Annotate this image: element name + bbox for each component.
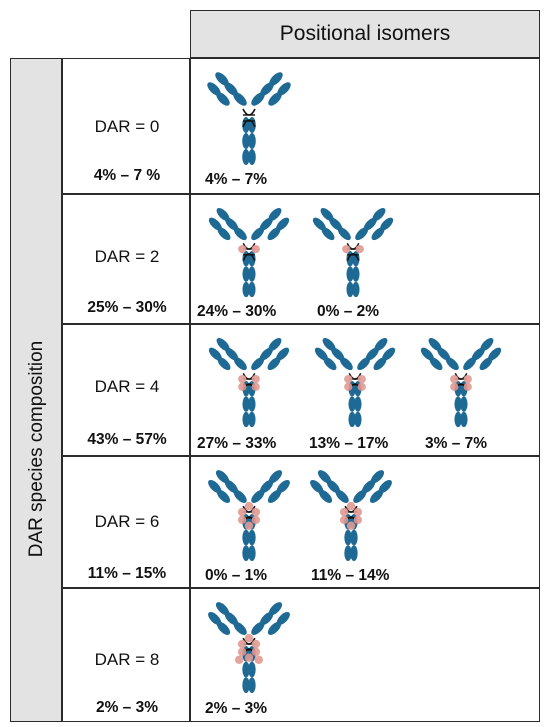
dar-range: 25% – 30% (87, 299, 167, 316)
dar-range: 2% – 3% (95, 699, 159, 716)
isomer-range: 3% – 7% (425, 435, 488, 452)
row-header: DAR species composition (10, 58, 62, 722)
antibody-icon (208, 470, 290, 562)
antibody-icon (312, 208, 394, 298)
dar-range: 4% – 7 % (93, 167, 161, 184)
dar-cell-0: DAR = 0 4% – 7 % (62, 58, 190, 194)
isomer-cell-4: 2% – 3% (190, 588, 540, 722)
isomer-range: 0% – 1% (205, 567, 268, 584)
dar-cell-2: DAR = 4 43% – 57% (62, 324, 190, 456)
dar-cell-4: DAR = 8 2% – 3% (62, 588, 190, 722)
dar-label: DAR = 4 (94, 377, 160, 396)
isomer-cell-3: 0% – 1% 11% – 14% (190, 456, 540, 588)
dar-label: DAR = 6 (94, 512, 160, 531)
antibody-icon (207, 72, 291, 165)
isomer-range: 0% – 2% (317, 303, 380, 320)
column-header: Positional isomers (190, 10, 540, 58)
antibody-icon (208, 602, 290, 694)
header-title: Positional isomers (279, 22, 451, 45)
side-label: DAR species composition (26, 340, 47, 558)
antibody-icon (208, 208, 290, 298)
isomer-range: 13% – 17% (309, 435, 389, 452)
antibody-icon (310, 470, 392, 562)
dar-cell-1: DAR = 2 25% – 30% (62, 194, 190, 324)
isomer-cell-1: 24% – 30% 0% – 2% (190, 194, 540, 324)
dar-label: DAR = 2 (94, 247, 160, 266)
isomer-range: 4% – 7% (205, 171, 268, 188)
antibody-icon (208, 338, 290, 428)
isomer-range: 11% – 14% (311, 567, 390, 584)
dar-cell-3: DAR = 6 11% – 15% (62, 456, 190, 588)
isomer-cell-2: 27% – 33% 13% – 17% 3% – 7% (190, 324, 540, 456)
isomer-cell-0: 4% – 7% (190, 58, 540, 194)
dar-label: DAR = 8 (94, 650, 160, 669)
isomer-range: 24% – 30% (197, 303, 277, 320)
isomer-range: 2% – 3% (205, 700, 268, 717)
antibody-icon (314, 338, 396, 428)
isomer-range: 27% – 33% (197, 435, 277, 452)
dar-range: 11% – 15% (87, 565, 167, 582)
antibody-icon (420, 338, 502, 428)
dar-label: DAR = 0 (94, 117, 160, 136)
dar-range: 43% – 57% (87, 431, 167, 448)
